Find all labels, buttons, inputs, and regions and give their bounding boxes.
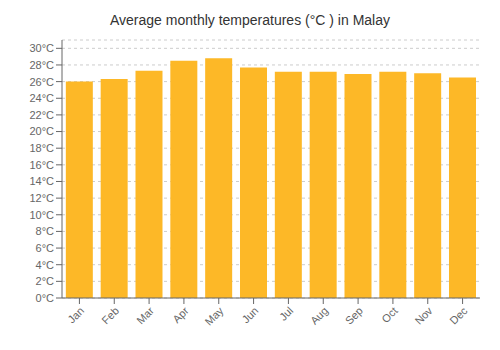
svg-text:Jul: Jul	[277, 304, 295, 322]
svg-text:May: May	[203, 304, 227, 328]
svg-text:Oct: Oct	[379, 304, 400, 325]
svg-text:14°C: 14°C	[29, 175, 54, 187]
svg-text:Apr: Apr	[170, 304, 191, 325]
svg-text:12°C: 12°C	[29, 192, 54, 204]
svg-text:18°C: 18°C	[29, 142, 54, 154]
svg-text:Jan: Jan	[65, 304, 86, 325]
svg-text:8°C: 8°C	[36, 225, 55, 237]
svg-text:Jun: Jun	[239, 304, 260, 325]
svg-text:22°C: 22°C	[29, 109, 54, 121]
svg-text:Dec: Dec	[447, 304, 470, 327]
svg-text:28°C: 28°C	[29, 59, 54, 71]
html-text:Average monthly temperatures (: Average monthly temperatures (°C ) in Ma…	[110, 12, 390, 28]
svg-text:26°C: 26°C	[29, 76, 54, 88]
svg-text:16°C: 16°C	[29, 159, 54, 171]
svg-text:2°C: 2°C	[36, 275, 55, 287]
svg-text:24°C: 24°C	[29, 92, 54, 104]
svg-text:Feb: Feb	[99, 304, 121, 326]
svg-text:Aug: Aug	[308, 304, 330, 326]
svg-text:Sep: Sep	[343, 304, 365, 326]
svg-text:0°C: 0°C	[36, 292, 55, 304]
svg-text:10°C: 10°C	[29, 209, 54, 221]
svg-text:30°C: 30°C	[29, 42, 54, 54]
svg-text:Mar: Mar	[134, 304, 156, 326]
svg-text:4°C: 4°C	[36, 259, 55, 271]
svg-text:20°C: 20°C	[29, 125, 54, 137]
svg-text:6°C: 6°C	[36, 242, 55, 254]
svg-text:Nov: Nov	[412, 304, 435, 327]
